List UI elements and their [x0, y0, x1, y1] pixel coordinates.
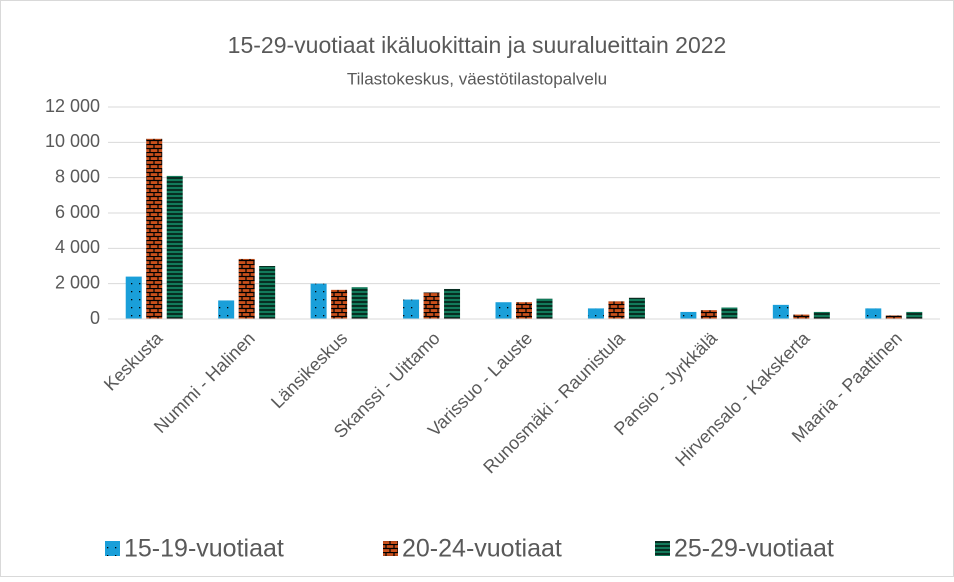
- bar: [813, 311, 830, 319]
- bar: [793, 314, 810, 319]
- bar: [865, 308, 882, 319]
- bar: [628, 297, 645, 319]
- y-tick-label: 8 000: [55, 166, 100, 186]
- bar: [125, 276, 142, 319]
- bar: [885, 315, 902, 319]
- bar: [166, 175, 183, 319]
- bar: [700, 310, 717, 319]
- bar: [331, 289, 348, 319]
- bar: [721, 307, 738, 319]
- y-tick-label: 6 000: [55, 202, 100, 222]
- bar: [238, 258, 255, 319]
- bar: [608, 301, 625, 319]
- bar: [218, 300, 235, 319]
- bar: [906, 311, 923, 319]
- bar: [536, 298, 553, 319]
- chart-title: 15-29-vuotiaat ikäluokittain ja suuralue…: [228, 32, 727, 58]
- legend-swatch: [105, 541, 120, 556]
- legend-label: 15-19-vuotiaat: [124, 535, 284, 563]
- bar: [351, 287, 368, 319]
- y-tick-label: 2 000: [55, 272, 100, 292]
- bar: [495, 302, 512, 319]
- bar: [680, 311, 697, 319]
- y-tick-label: 10 000: [45, 131, 100, 151]
- bar: [516, 302, 532, 319]
- bar: [403, 299, 420, 319]
- bar: [772, 304, 789, 319]
- bar: [587, 308, 604, 319]
- chart-subtitle: Tilastokeskus, väestötilastopalvelu: [347, 69, 607, 88]
- bar: [310, 283, 327, 319]
- bar: [259, 266, 276, 319]
- bar: [423, 292, 440, 319]
- legend-label: 20-24-vuotiaat: [402, 535, 562, 563]
- legend-label: 25-29-vuotiaat: [674, 535, 834, 563]
- legend-swatch: [383, 541, 398, 556]
- y-tick-label: 12 000: [45, 96, 100, 116]
- y-tick-label: 4 000: [55, 237, 100, 257]
- bar: [444, 288, 461, 319]
- legend-swatch: [655, 541, 670, 556]
- y-tick-label: 0: [90, 308, 100, 328]
- bar: [146, 138, 163, 319]
